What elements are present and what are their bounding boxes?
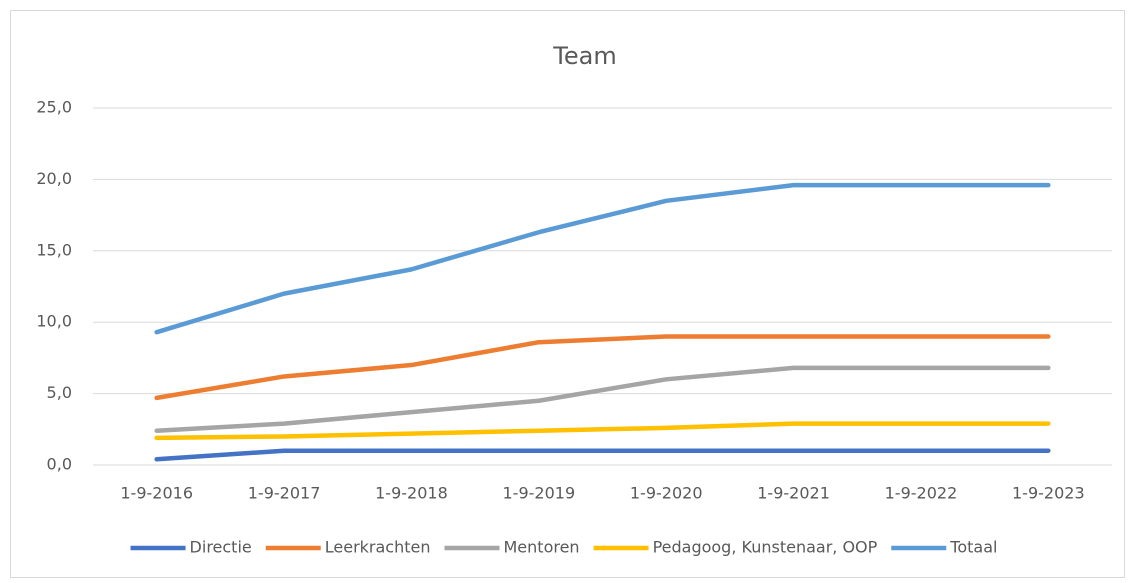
- x-tick-label: 1-9-2019: [503, 484, 576, 503]
- x-tick-label: 1-9-2022: [885, 484, 958, 503]
- legend-label: Directie: [190, 538, 252, 557]
- x-tick-label: 1-9-2020: [630, 484, 703, 503]
- chart-frame: [10, 10, 1125, 578]
- legend-label: Totaal: [949, 538, 997, 557]
- x-tick-label: 1-9-2021: [757, 484, 830, 503]
- series-line: [154, 334, 1051, 401]
- series-line: [154, 365, 1051, 433]
- legend-label: Pedagoog, Kunstenaar, OOP: [653, 538, 878, 557]
- y-tick-label: 10,0: [36, 312, 72, 331]
- series-line: [154, 421, 1051, 441]
- y-tick-label: 25,0: [36, 98, 72, 117]
- y-tick-label: 15,0: [36, 240, 72, 259]
- series-line: [154, 448, 1051, 462]
- x-tick-label: 1-9-2023: [1012, 484, 1085, 503]
- y-tick-label: 5,0: [47, 383, 72, 402]
- x-tick-label: 1-9-2017: [248, 484, 321, 503]
- x-tick-label: 1-9-2016: [120, 484, 193, 503]
- legend-label: Mentoren: [504, 538, 580, 557]
- legend-label: Leerkrachten: [325, 538, 431, 557]
- series-line: [154, 182, 1051, 335]
- y-tick-label: 0,0: [47, 455, 72, 474]
- chart-title: Team: [552, 42, 616, 70]
- x-tick-label: 1-9-2018: [375, 484, 448, 503]
- y-tick-label: 20,0: [36, 169, 72, 188]
